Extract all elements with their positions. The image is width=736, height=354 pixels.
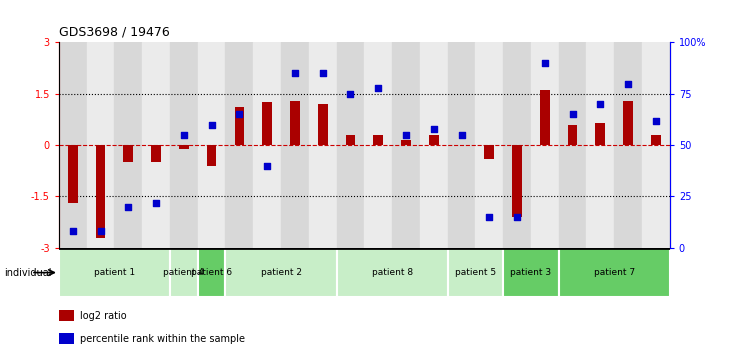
Bar xyxy=(151,145,161,162)
Bar xyxy=(651,135,661,145)
Point xyxy=(316,70,328,76)
Bar xyxy=(447,42,475,248)
Bar xyxy=(87,42,114,248)
Point xyxy=(150,200,162,205)
Text: patient 5: patient 5 xyxy=(455,268,496,277)
Bar xyxy=(142,42,170,248)
Text: patient 6: patient 6 xyxy=(191,268,232,277)
Bar xyxy=(642,42,670,248)
Point xyxy=(567,112,578,117)
Bar xyxy=(124,145,133,162)
Text: GDS3698 / 19476: GDS3698 / 19476 xyxy=(59,26,169,39)
Bar xyxy=(531,42,559,248)
Point xyxy=(122,204,134,210)
Point xyxy=(344,91,356,97)
Bar xyxy=(623,101,633,145)
Text: patient 7: patient 7 xyxy=(594,268,634,277)
Bar xyxy=(281,42,309,248)
Bar xyxy=(447,248,503,297)
Bar xyxy=(595,123,605,145)
Bar xyxy=(96,145,105,238)
Bar xyxy=(559,248,670,297)
Point xyxy=(512,214,523,220)
Text: percentile rank within the sample: percentile rank within the sample xyxy=(80,334,245,344)
Bar xyxy=(484,145,494,159)
Point xyxy=(289,70,301,76)
Bar xyxy=(253,42,281,248)
Bar xyxy=(290,101,300,145)
Point xyxy=(622,81,634,86)
Bar xyxy=(309,42,336,248)
Bar xyxy=(59,333,74,344)
Point xyxy=(539,60,551,66)
Bar xyxy=(503,248,559,297)
Point xyxy=(595,101,606,107)
Point xyxy=(206,122,218,127)
Bar xyxy=(262,102,272,145)
Bar xyxy=(114,42,142,248)
Bar xyxy=(179,145,188,149)
Bar xyxy=(540,90,550,145)
Text: log2 ratio: log2 ratio xyxy=(80,311,127,321)
Point xyxy=(650,118,662,123)
Point xyxy=(67,229,79,234)
Bar xyxy=(198,42,225,248)
Bar xyxy=(336,42,364,248)
Bar xyxy=(59,310,74,321)
Bar xyxy=(615,42,642,248)
Bar xyxy=(503,42,531,248)
Bar xyxy=(225,248,336,297)
Bar xyxy=(364,42,392,248)
Text: individual: individual xyxy=(4,268,52,278)
Point xyxy=(456,132,467,138)
Point xyxy=(372,85,384,91)
Point xyxy=(95,229,107,234)
Bar xyxy=(475,42,503,248)
Bar xyxy=(59,42,87,248)
Bar xyxy=(587,42,615,248)
Bar xyxy=(512,145,522,217)
Bar xyxy=(373,135,383,145)
Bar xyxy=(420,42,447,248)
Bar xyxy=(346,135,355,145)
Point xyxy=(261,163,273,169)
Text: patient 4: patient 4 xyxy=(163,268,205,277)
Point xyxy=(484,214,495,220)
Bar xyxy=(392,42,420,248)
Text: patient 8: patient 8 xyxy=(372,268,413,277)
Bar xyxy=(170,248,198,297)
Bar xyxy=(235,108,244,145)
Text: patient 3: patient 3 xyxy=(510,268,551,277)
Point xyxy=(400,132,412,138)
Bar xyxy=(318,104,328,145)
Bar xyxy=(207,145,216,166)
Bar xyxy=(170,42,198,248)
Point xyxy=(178,132,190,138)
Bar xyxy=(225,42,253,248)
Bar xyxy=(567,125,578,145)
Point xyxy=(428,126,439,132)
Bar xyxy=(59,248,170,297)
Bar xyxy=(401,140,411,145)
Bar xyxy=(68,145,77,203)
Bar xyxy=(198,248,225,297)
Bar xyxy=(336,248,447,297)
Text: patient 2: patient 2 xyxy=(261,268,302,277)
Point xyxy=(233,112,245,117)
Bar xyxy=(559,42,587,248)
Text: patient 1: patient 1 xyxy=(94,268,135,277)
Bar xyxy=(429,135,439,145)
